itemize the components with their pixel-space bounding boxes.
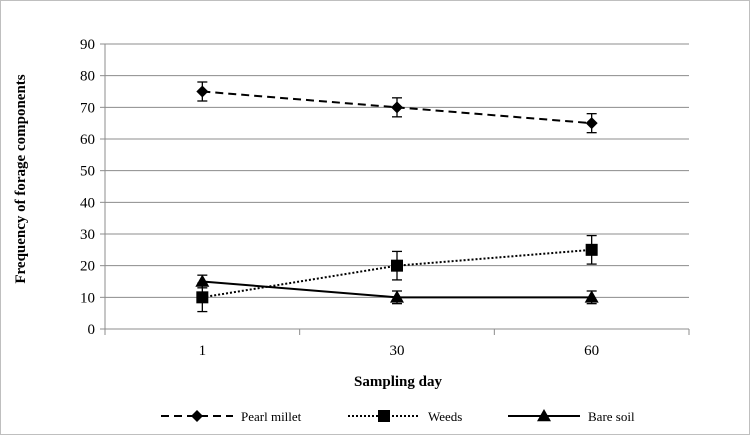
legend-label: Weeds xyxy=(428,409,462,424)
y-tick-label: 90 xyxy=(80,37,95,53)
series-pearl-millet xyxy=(196,81,598,134)
legend-marker xyxy=(191,410,203,422)
y-tick-label: 70 xyxy=(80,100,95,116)
legend-item: Bare soil xyxy=(508,409,635,424)
legend: Pearl millet Weeds Bare soil xyxy=(161,409,635,424)
series-bare-soil xyxy=(195,274,599,305)
data-point xyxy=(390,290,404,303)
data-point xyxy=(585,117,598,130)
legend-marker xyxy=(537,409,551,422)
legend-marker xyxy=(378,410,390,422)
data-point xyxy=(195,274,210,287)
data-point xyxy=(391,259,403,272)
y-tick-label: 20 xyxy=(80,259,95,275)
x-tick-label: 60 xyxy=(584,343,599,359)
y-axis-title: Frequency of forage components xyxy=(13,74,29,283)
grid-lines xyxy=(105,43,689,298)
legend-item: Weeds xyxy=(348,409,462,424)
y-tick-label: 80 xyxy=(80,69,95,85)
y-tick-label: 50 xyxy=(80,164,95,180)
x-axis-title: Sampling day xyxy=(354,374,442,390)
legend-item: Pearl millet xyxy=(161,409,302,424)
data-point xyxy=(196,291,209,304)
data-point xyxy=(584,290,599,303)
x-tick-label: 30 xyxy=(390,343,405,359)
data-point xyxy=(585,243,598,256)
y-tick-label: 30 xyxy=(80,227,95,243)
data-point xyxy=(196,85,209,98)
legend-label: Pearl millet xyxy=(241,409,302,424)
data-series xyxy=(195,81,599,313)
y-tick-label: 10 xyxy=(80,290,95,306)
y-tick-label: 60 xyxy=(80,132,95,148)
axes: 0 10 20 30 40 50 60 70 80 90 1 30 60 xyxy=(80,37,690,359)
data-point xyxy=(391,101,403,114)
legend-label: Bare soil xyxy=(588,409,635,424)
x-tick-label: 1 xyxy=(199,343,207,359)
y-tick-label: 0 xyxy=(88,322,96,338)
y-tick-label: 40 xyxy=(80,195,95,211)
